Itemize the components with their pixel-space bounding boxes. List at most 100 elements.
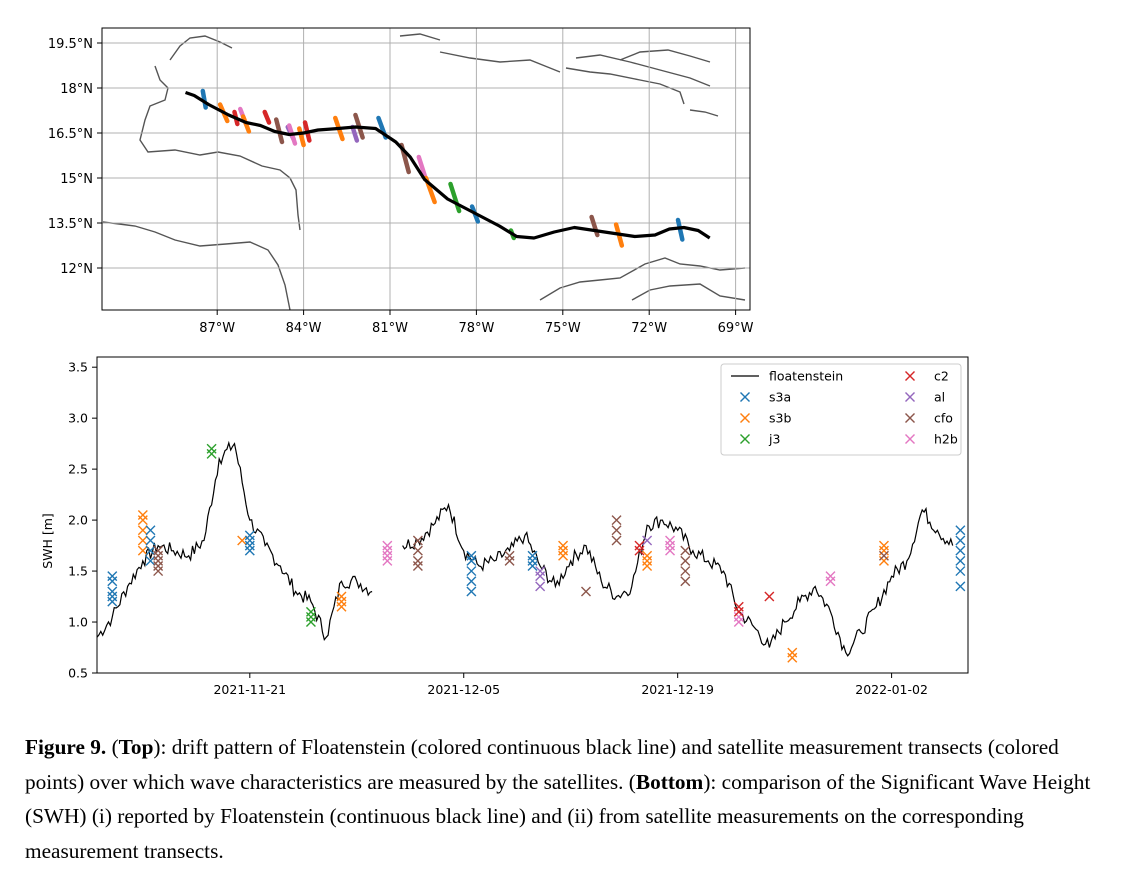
point-s3a: [244, 530, 255, 541]
point-s3a: [955, 566, 966, 577]
point-cfo: [412, 545, 423, 556]
point-cfo: [878, 550, 889, 561]
point-s3b: [137, 515, 148, 526]
legend-label: floatenstein: [769, 369, 843, 384]
satellite-swh-points: [107, 443, 966, 663]
map-x-tick-label: 87°W: [199, 321, 235, 336]
point-cfo: [680, 555, 691, 566]
point-s3b: [878, 540, 889, 551]
point-s3b: [137, 535, 148, 546]
point-s3a: [955, 555, 966, 566]
point-cfo: [580, 586, 591, 597]
point-s3a: [145, 545, 156, 556]
legend-box: [720, 363, 962, 456]
map-y-tick-label: 19.5°N: [48, 37, 93, 52]
point-s3a: [466, 576, 477, 587]
transect-h2b: [416, 154, 429, 182]
legend-label: c2: [934, 369, 949, 384]
legend-label: al: [934, 390, 945, 405]
map-y-tick-label: 12°N: [60, 262, 93, 277]
legend-label: j3: [768, 432, 780, 447]
point-s3b: [642, 555, 653, 566]
point-s3b: [787, 647, 798, 658]
point-al: [535, 571, 546, 582]
point-cfo: [680, 566, 691, 577]
point-s3b: [336, 591, 347, 602]
transect-c2: [262, 109, 272, 125]
point-s3b: [642, 550, 653, 561]
point-j3: [206, 448, 217, 459]
point-al: [535, 581, 546, 592]
swh-timeseries-chart: 2021-11-21 2021-12-05 2021-12-19 2022-01-02…: [40, 356, 969, 697]
point-cfo: [153, 560, 164, 571]
transect-j3: [448, 181, 462, 214]
drift-map-chart: 87°W 84°W 81°W 78°W 75°W 72°W 69°W 12°N13.5°N1…: [48, 27, 754, 336]
map-y-tick-label: 13.5°N: [48, 217, 93, 232]
transect-s3a: [200, 88, 208, 110]
drift-track-line: [184, 90, 711, 240]
transect-s3a: [675, 217, 685, 242]
legend-item-s3b: s3b: [740, 411, 791, 426]
legend-label: h2b: [934, 432, 958, 447]
map-grid: [102, 28, 750, 310]
floatenstein-swh-line: [96, 440, 954, 657]
point-s3a: [107, 576, 118, 587]
point-cfo: [412, 560, 423, 571]
ts-frame: [96, 356, 969, 674]
point-s3a: [107, 596, 118, 607]
point-s3a: [527, 555, 538, 566]
point-s3a: [145, 535, 156, 546]
legend-item-al: al: [905, 390, 945, 405]
legend-item-floatenstein: floatenstein: [731, 369, 843, 384]
point-c2: [634, 540, 645, 551]
point-h2b: [733, 611, 744, 622]
floatenstein-line-segment: [402, 502, 954, 657]
point-s3a: [466, 550, 477, 561]
point-j3: [305, 617, 316, 628]
map-frame: [101, 27, 751, 311]
point-s3b: [336, 596, 347, 607]
map-y-tick-label: 16.5°N: [48, 127, 93, 142]
ts-y-tick-label: 0.5: [68, 666, 88, 681]
transect-cfo: [273, 117, 285, 145]
floatenstein-line-segment: [96, 440, 373, 642]
point-s3a: [955, 535, 966, 546]
point-s3b: [237, 535, 248, 546]
legend-item-c2: c2: [905, 369, 949, 384]
point-cfo: [504, 555, 515, 566]
point-s3a: [145, 525, 156, 536]
point-cfo: [680, 545, 691, 556]
caption-part: (: [111, 735, 119, 759]
point-al: [535, 566, 546, 577]
legend-item-j3: j3: [740, 432, 780, 447]
point-s3a: [145, 555, 156, 566]
figure-caption: Figure 9. (Top): drift pattern of Floate…: [25, 730, 1110, 868]
point-cfo: [611, 525, 622, 536]
legend-label: cfo: [934, 411, 953, 426]
point-s3a: [244, 540, 255, 551]
point-cfo: [680, 576, 691, 587]
point-s3a: [244, 535, 255, 546]
point-s3b: [137, 510, 148, 520]
transect-s3b: [297, 126, 306, 148]
point-h2b: [382, 545, 393, 556]
point-c2: [733, 606, 744, 617]
point-j3: [305, 611, 316, 622]
point-h2b: [665, 540, 676, 551]
map-y-tick-label: 18°N: [60, 82, 93, 97]
map-x-tick-label: 81°W: [372, 321, 408, 336]
point-s3b: [878, 545, 889, 556]
point-j3: [305, 606, 316, 617]
coastline: [102, 33, 746, 311]
point-cfo: [611, 515, 622, 526]
point-s3a: [466, 566, 477, 577]
point-s3a: [955, 545, 966, 556]
point-s3a: [244, 545, 255, 556]
map-y-axis: 12°N 13.5°N 15°N 16.5°N 18°N 19.5°N: [48, 37, 102, 277]
point-s3a: [107, 571, 118, 582]
map-y-tick-label: 15°N: [60, 172, 93, 187]
caption-part: Bottom: [635, 769, 704, 794]
ts-y-tick-label: 1.0: [68, 615, 88, 630]
point-s3a: [527, 550, 538, 561]
point-h2b: [382, 555, 393, 566]
